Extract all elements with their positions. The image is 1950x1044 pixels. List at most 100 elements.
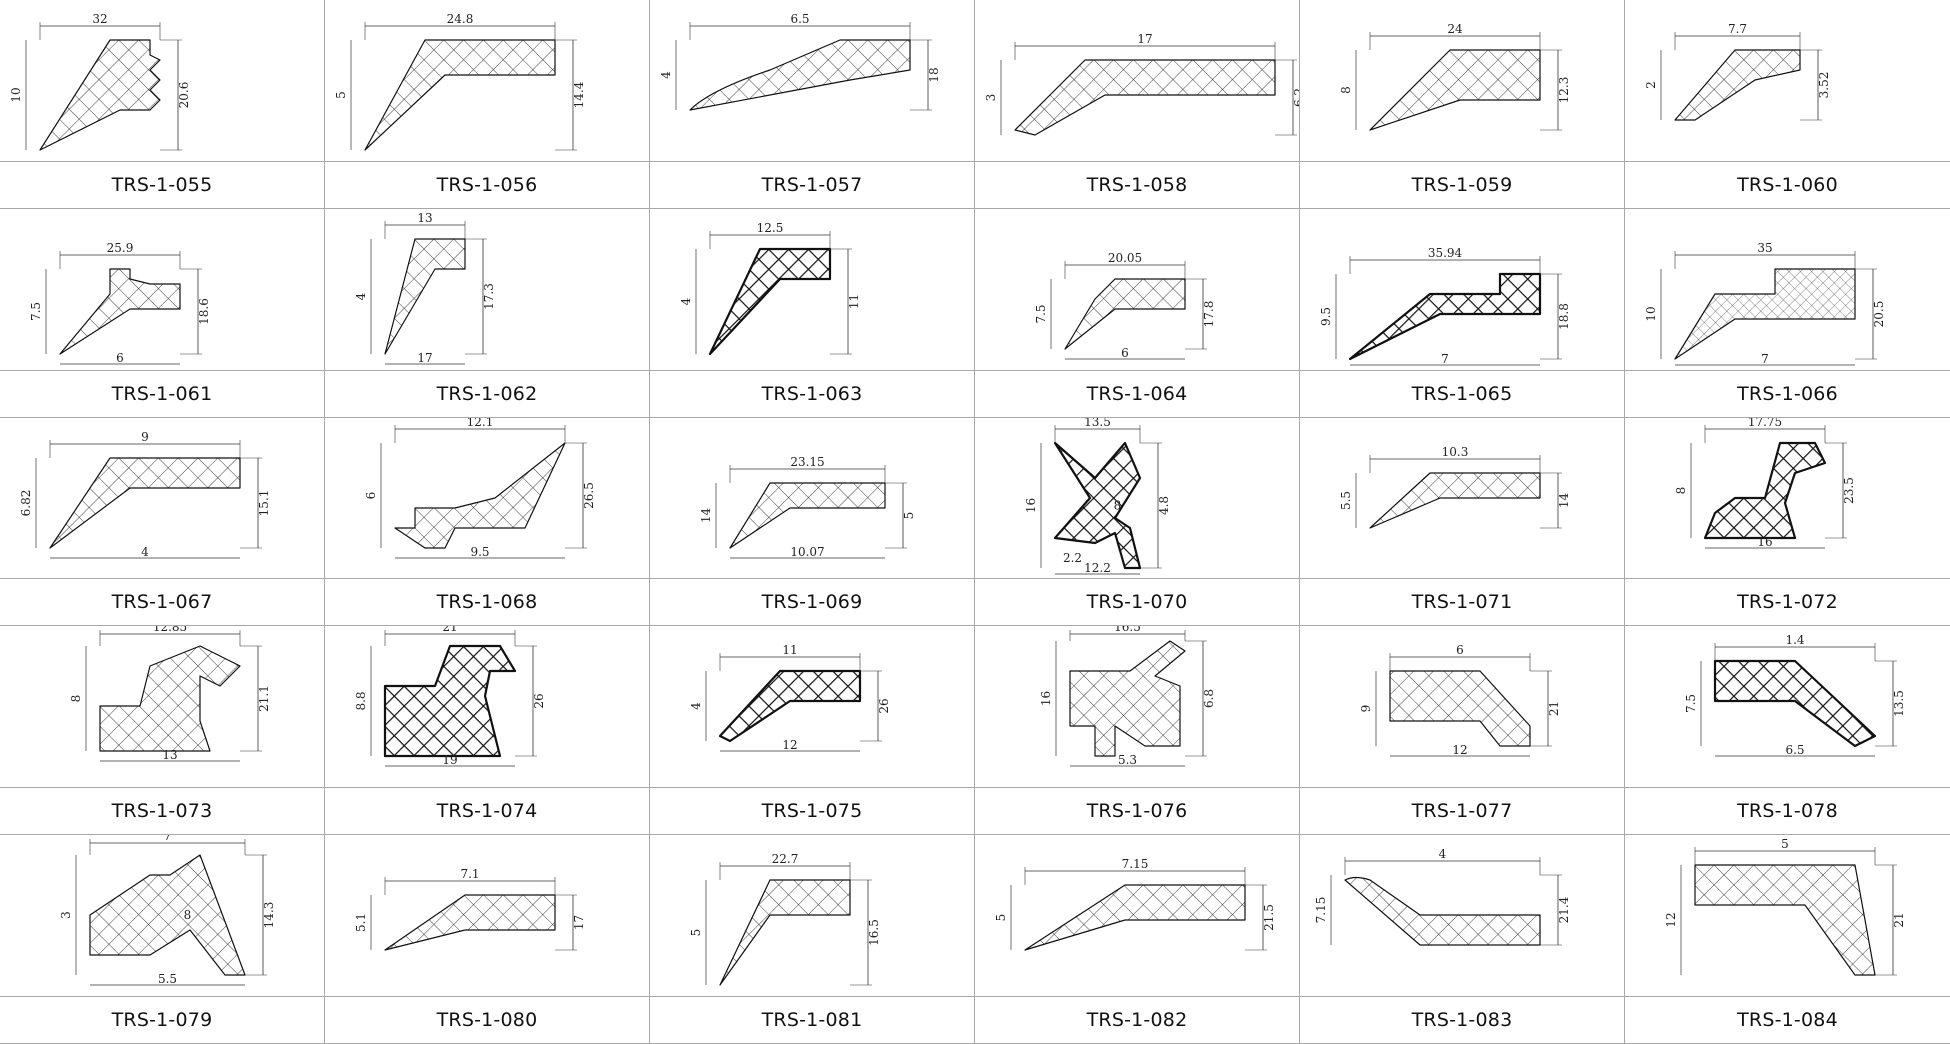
dimension-label: 17.8 bbox=[1202, 300, 1216, 327]
dimension-label: 8 bbox=[1339, 86, 1353, 94]
profile-code-label: TRS-1-078 bbox=[1737, 800, 1838, 823]
dimension-label: 4 bbox=[1439, 847, 1447, 861]
dimension-label: 16 bbox=[1757, 535, 1772, 549]
profile-drawing: 21 26 8.8 19 bbox=[325, 626, 649, 786]
profile-code-bar: TRS-1-074 bbox=[325, 787, 649, 834]
dimension-label: 6 bbox=[1121, 346, 1129, 360]
profile-shape bbox=[1369, 471, 1541, 529]
profile-code-label: TRS-1-072 bbox=[1737, 591, 1838, 614]
profile-drawing: 24 12.3 8 bbox=[1300, 0, 1624, 160]
profile-cell: 10.3 14 5.5 TRS-1-071 bbox=[1300, 417, 1625, 627]
profile-cell: 23.15 5 14 10.07 TRS-1-069 bbox=[650, 417, 975, 627]
dimension-label: 16.5 bbox=[867, 919, 881, 946]
profile-code-label: TRS-1-071 bbox=[1411, 591, 1513, 614]
profile-code-bar: TRS-1-080 bbox=[325, 995, 649, 1043]
dimension-label: 10.07 bbox=[790, 545, 824, 559]
dimension-label: 6 bbox=[1456, 643, 1464, 657]
dimension-label: 9 bbox=[1359, 705, 1373, 713]
profile-code-bar: TRS-1-082 bbox=[975, 995, 1299, 1043]
profile-cross-section-svg: 1.4 13.5 7.5 6.5 bbox=[1684, 633, 1906, 757]
dimension-label: 5 bbox=[1781, 837, 1789, 851]
dimension-label: 14 bbox=[1557, 492, 1571, 508]
dimension-label: 8.8 bbox=[354, 692, 368, 711]
profile-drawing: 17.75 23.5 8 16 bbox=[1625, 418, 1950, 578]
profile-cross-section-svg: 12.85 21.1 8 13 bbox=[69, 626, 271, 762]
profile-drawing: 9 15.1 6.82 4 bbox=[0, 418, 324, 578]
dimension-label: 2 bbox=[1644, 81, 1658, 89]
profile-cross-section-svg: 13 17.3 4 17 bbox=[354, 211, 496, 365]
profile-code-label: TRS-1-063 bbox=[761, 382, 863, 405]
profile-code-label: TRS-1-067 bbox=[111, 591, 213, 614]
profile-cross-section-svg: 24.8 14.4 5 bbox=[334, 12, 586, 151]
profile-drawing: 5 21 12 bbox=[1625, 835, 1950, 995]
dimension-label: 7.5 bbox=[29, 302, 43, 321]
profile-shape bbox=[1694, 864, 1876, 976]
profile-drawing: 22.7 16.5 5 bbox=[650, 835, 974, 995]
profile-shape bbox=[383, 645, 517, 758]
profile-drawing: 12.1 26.5 6 9.5 bbox=[325, 418, 649, 578]
profile-code-bar: TRS-1-055 bbox=[0, 160, 324, 208]
profile-shape bbox=[718, 670, 862, 743]
profile-cross-section-svg: 11 26 4 12 bbox=[689, 643, 891, 752]
profile-cross-section-svg: 7.15 21.5 5 bbox=[994, 857, 1276, 951]
profile-shape bbox=[1053, 441, 1142, 569]
profile-cross-section-svg: 35.94 18.8 9.5 7 bbox=[1319, 246, 1571, 366]
profile-code-bar: TRS-1-084 bbox=[1625, 995, 1950, 1043]
dimension-label: 11 bbox=[847, 294, 861, 309]
profile-drawing: 4 21.4 7.15 bbox=[1300, 835, 1624, 995]
profile-cell: 7.7 3.52 2 TRS-1-060 bbox=[1625, 0, 1950, 209]
profile-shape bbox=[39, 39, 161, 151]
profile-code-label: TRS-1-057 bbox=[761, 173, 863, 196]
profile-cell: 6.5 18 4 TRS-1-057 bbox=[650, 0, 975, 209]
profile-cross-section-svg: 10.3 14 5.5 bbox=[1339, 445, 1571, 529]
dimension-label: 14.4 bbox=[572, 81, 586, 108]
profile-code-label: TRS-1-083 bbox=[1411, 1008, 1513, 1031]
profile-cell: 7.15 21.5 5 TRS-1-082 bbox=[975, 835, 1300, 1044]
profile-code-bar: TRS-1-057 bbox=[650, 160, 974, 208]
profile-drawing: 32 20.6 10 bbox=[0, 0, 324, 160]
profile-shape bbox=[1064, 278, 1186, 350]
profile-code-bar: TRS-1-076 bbox=[975, 787, 1299, 834]
profile-code-bar: TRS-1-073 bbox=[0, 787, 324, 834]
profile-cell: 12.5 11 4 TRS-1-063 bbox=[650, 208, 975, 418]
dimension-label: 7.15 bbox=[1314, 897, 1328, 924]
profile-cell: 20.05 17.8 7.5 6 TRS-1-064 bbox=[975, 208, 1300, 418]
profile-code-bar: TRS-1-056 bbox=[325, 160, 649, 208]
profile-cross-section-svg: 12.5 11 4 bbox=[679, 221, 861, 355]
dimension-label: 16 bbox=[1039, 691, 1053, 706]
profile-drawing: 7.1 17 5.1 bbox=[325, 835, 649, 995]
profile-shape bbox=[384, 238, 466, 355]
profile-code-label: TRS-1-059 bbox=[1411, 173, 1513, 196]
profile-code-label: TRS-1-058 bbox=[1086, 173, 1188, 196]
profile-drawing: 35 20.5 10 7 bbox=[1625, 209, 1950, 369]
dimension-label: 21.4 bbox=[1557, 896, 1571, 923]
dimension-label: 21 bbox=[1547, 701, 1561, 716]
dimension-label: 21 bbox=[1892, 913, 1906, 928]
profile-cross-section-svg: 35 20.5 10 7 bbox=[1644, 241, 1886, 366]
dimension-label: 12.1 bbox=[467, 418, 494, 429]
dimension-label: 7.1 bbox=[460, 867, 479, 881]
dimension-label: 18.6 bbox=[197, 298, 211, 325]
profile-cross-section-svg: 176.23 bbox=[984, 32, 1299, 136]
profile-code-label: TRS-1-060 bbox=[1737, 173, 1838, 196]
profile-drawing: 11 26 4 12 bbox=[650, 626, 974, 786]
profile-shape bbox=[719, 879, 851, 986]
dimension-label: 2.2 bbox=[1063, 551, 1082, 565]
dimension-label: 8 bbox=[69, 695, 83, 703]
profile-code-label: TRS-1-061 bbox=[111, 382, 213, 405]
profile-drawing: 23.15 5 14 10.07 bbox=[650, 418, 974, 578]
dimension-label: 24.8 bbox=[447, 12, 474, 26]
dimension-label: 16 bbox=[1024, 497, 1038, 512]
dimension-label: 12 bbox=[1452, 743, 1467, 757]
dimension-label: 8 bbox=[184, 908, 192, 922]
profile-shape bbox=[708, 247, 832, 355]
profile-code-label: TRS-1-075 bbox=[761, 800, 863, 823]
profile-code-bar: TRS-1-068 bbox=[325, 578, 649, 625]
profile-shape bbox=[49, 456, 241, 549]
dimension-label: 17.75 bbox=[1748, 418, 1782, 429]
profile-cell: 4 21.4 7.15 TRS-1-083 bbox=[1300, 835, 1625, 1044]
profile-code-label: TRS-1-056 bbox=[436, 173, 538, 196]
profile-drawing: 20.05 17.8 7.5 6 bbox=[975, 209, 1299, 369]
dimension-label: 18.8 bbox=[1557, 303, 1571, 330]
